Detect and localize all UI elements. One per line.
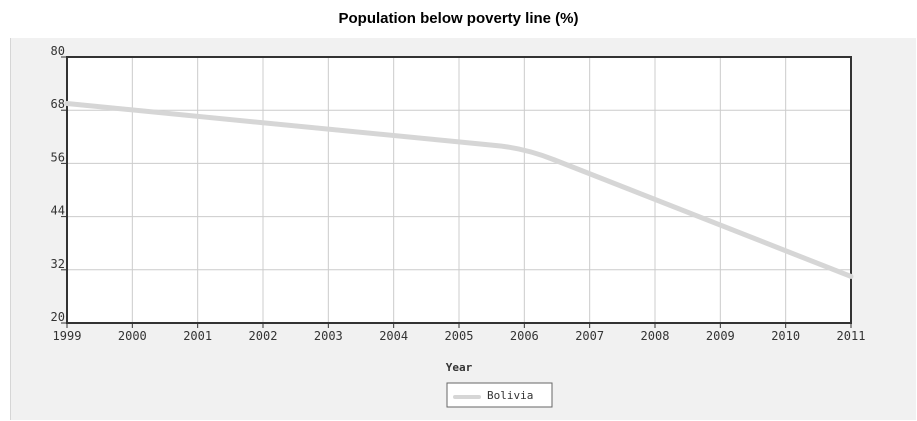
x-tick-label: 2000 xyxy=(118,329,147,343)
x-tick-label: 1999 xyxy=(53,329,82,343)
y-tick-label: 32 xyxy=(51,257,65,271)
x-tick-label: 2006 xyxy=(510,329,539,343)
y-tick-label: 68 xyxy=(51,97,65,111)
y-tick-label: 20 xyxy=(51,310,65,324)
legend[interactable]: Bolivia xyxy=(446,382,553,408)
chart-title: Population below poverty line (%) xyxy=(338,10,579,27)
x-tick-label: 2011 xyxy=(837,329,866,343)
series-line-bolivia xyxy=(64,101,854,279)
legend-box xyxy=(446,382,553,408)
x-tick-label: 2007 xyxy=(575,329,604,343)
x-tick-labels: 1999 2000 2001 2002 2003 2004 2005 2006 2007 2008… xyxy=(53,329,866,343)
x-tick-label: 2008 xyxy=(641,329,670,343)
data-point xyxy=(849,274,854,279)
legend-label-bolivia: Bolivia xyxy=(487,389,533,402)
y-tick-labels: 20 32 44 56 68 80 xyxy=(51,44,65,324)
x-tick-label: 2003 xyxy=(314,329,343,343)
x-axis-title: Year xyxy=(446,361,473,374)
x-tick-label: 2004 xyxy=(379,329,408,343)
x-tick-label: 2009 xyxy=(706,329,735,343)
data-point xyxy=(65,101,70,106)
data-point xyxy=(522,145,527,150)
x-tick-label: 2001 xyxy=(183,329,212,343)
x-tick-label: 2005 xyxy=(445,329,474,343)
y-tick-label: 56 xyxy=(51,150,65,164)
x-tick-label: 2010 xyxy=(771,329,800,343)
y-tick-label: 80 xyxy=(51,44,65,58)
x-tick-label: 2002 xyxy=(249,329,278,343)
plot-border xyxy=(66,56,852,324)
series-layer xyxy=(64,101,854,279)
y-tick-label: 44 xyxy=(51,204,65,218)
